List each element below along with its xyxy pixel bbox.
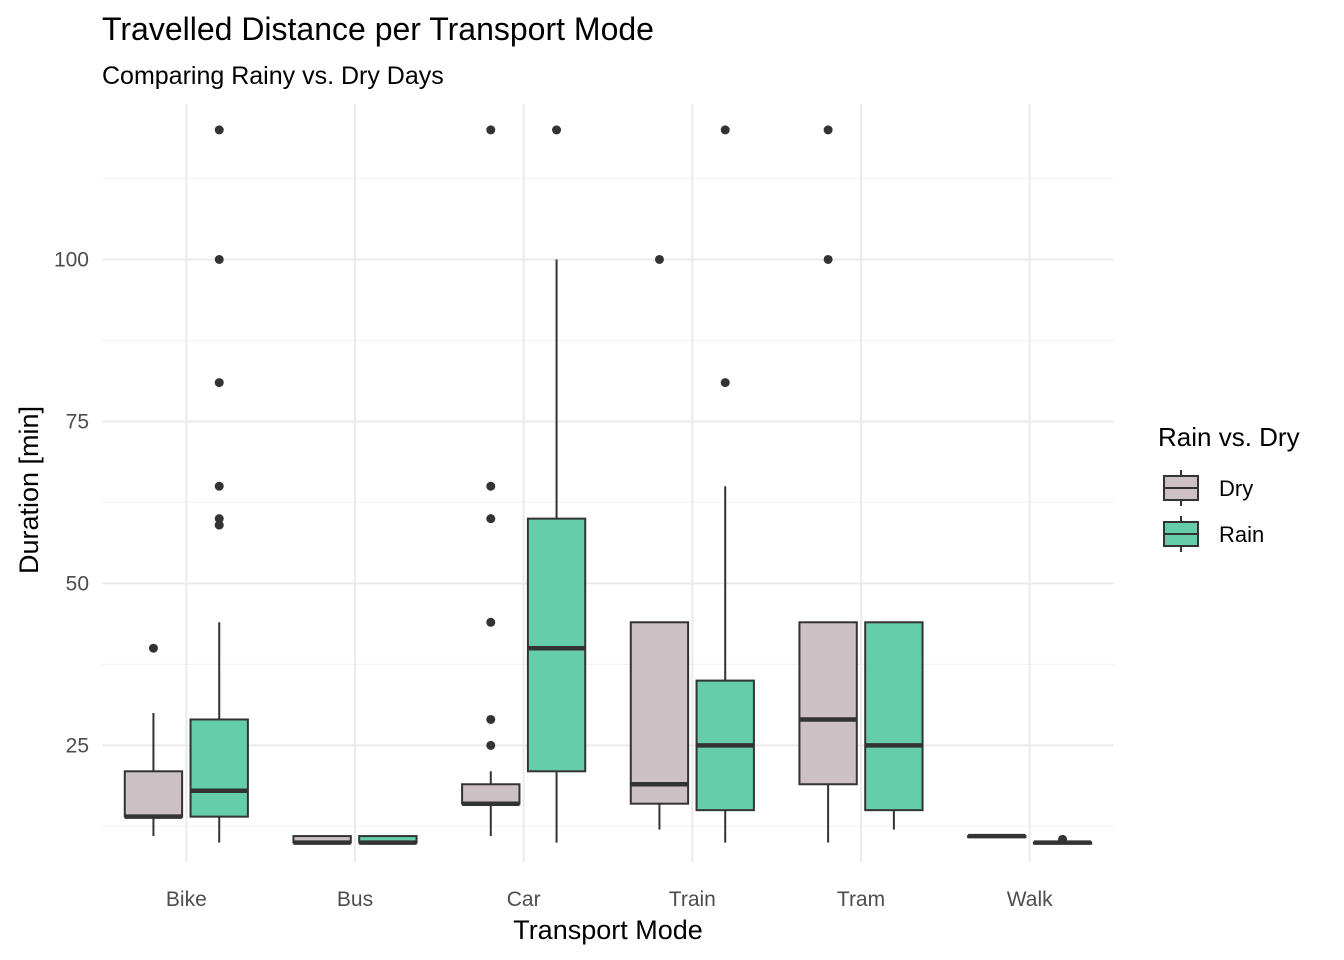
box-rain-car (526, 125, 587, 843)
legend-label: Dry (1219, 476, 1253, 501)
box-body (189, 718, 249, 818)
y-tick-label: 25 (66, 734, 89, 757)
x-tick-label: Car (507, 888, 541, 911)
outlier-point (486, 714, 496, 724)
box-rain-bus (358, 835, 418, 845)
box-body (798, 621, 858, 786)
outlier-point (214, 378, 224, 388)
legend: Rain vs. Dry Dry Rain (1158, 422, 1300, 552)
x-tick-label: Walk (1007, 888, 1053, 911)
outlier-point (486, 617, 496, 627)
outlier-point (148, 643, 158, 653)
outlier-point (823, 125, 833, 135)
x-tick-label: Bus (337, 888, 373, 911)
legend-title: Rain vs. Dry (1158, 422, 1300, 452)
box-rain-walk (1032, 834, 1093, 845)
box-body (864, 621, 924, 812)
outlier-point (214, 520, 224, 530)
box-rain-tram (864, 621, 924, 830)
outlier-point (654, 254, 664, 264)
x-tick-label: Train (669, 888, 716, 911)
x-tick-label: Bike (166, 888, 207, 911)
box-dry-bus (292, 835, 352, 845)
outlier-point (720, 125, 730, 135)
box-rain-bike (189, 125, 249, 843)
y-tick-label: 50 (66, 572, 89, 595)
x-axis-title: Transport Mode (513, 915, 703, 945)
box-body (461, 783, 521, 805)
axis-ticks: 25 50 75 100 Bike Bus Car Train Tram Walk (54, 248, 1053, 911)
outlier-point (214, 254, 224, 264)
box-dry-car (461, 125, 521, 837)
box-body (526, 517, 587, 773)
outlier-point (552, 125, 562, 135)
legend-entry-rain: Rain (1163, 516, 1264, 552)
box-series (123, 125, 1093, 845)
outlier-point (720, 378, 730, 388)
box-dry-walk (967, 833, 1027, 839)
chart-title: Travelled Distance per Transport Mode (102, 11, 654, 47)
outlier-point (486, 125, 496, 135)
outlier-point (214, 125, 224, 135)
outlier-point (1058, 834, 1068, 844)
outlier-point (214, 481, 224, 491)
box-dry-bike (123, 643, 184, 837)
legend-entry-dry: Dry (1163, 470, 1253, 506)
grid-lines (102, 104, 1114, 862)
box-body (629, 621, 690, 805)
chart-subtitle: Comparing Rainy vs. Dry Days (102, 62, 444, 90)
box-body (123, 770, 184, 818)
outlier-point (486, 740, 496, 750)
outlier-point (214, 514, 224, 524)
box-dry-tram (798, 125, 858, 843)
box-dry-train (629, 254, 690, 830)
box-rain-train (695, 125, 755, 843)
legend-label: Rain (1219, 522, 1264, 547)
outlier-point (486, 481, 496, 491)
x-tick-label: Tram (837, 888, 885, 911)
y-tick-label: 100 (54, 248, 89, 271)
y-axis-title: Duration [min] (14, 406, 44, 574)
outlier-point (486, 514, 496, 524)
y-tick-label: 75 (66, 410, 89, 433)
outlier-point (823, 254, 833, 264)
